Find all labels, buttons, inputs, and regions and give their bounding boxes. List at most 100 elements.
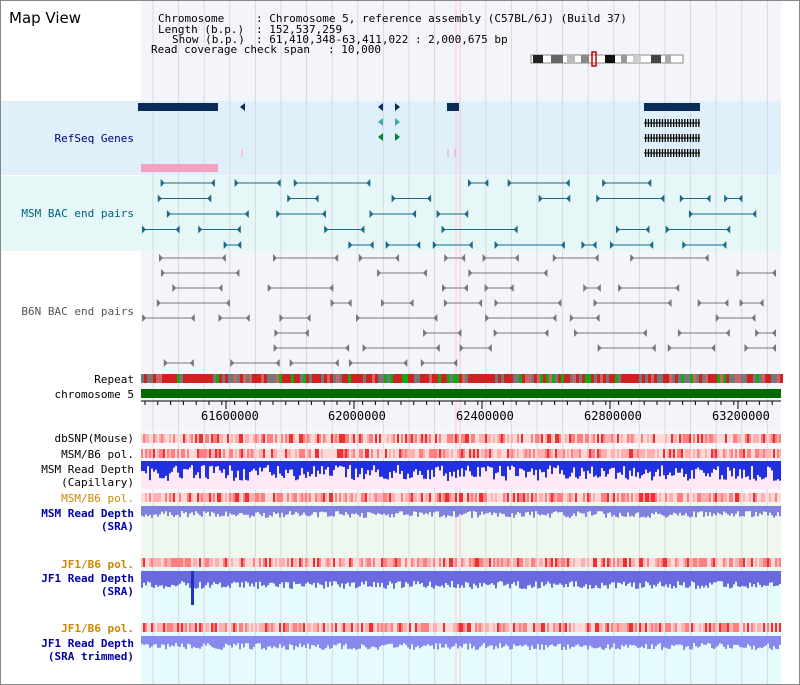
heat-cell — [533, 449, 535, 458]
jf1-b6-pol-label[interactable]: JF1/B6 pol. — [61, 558, 134, 571]
heat-cell — [307, 449, 309, 458]
depth-bar — [273, 506, 275, 513]
depth-bar — [303, 506, 305, 513]
jf1-b6-pol-label-2[interactable]: JF1/B6 pol. — [61, 622, 134, 635]
depth-bar — [575, 506, 577, 517]
depth-bar — [569, 461, 571, 477]
dbsnp-label[interactable]: dbSNP(Mouse) — [54, 432, 134, 445]
heat-cell — [503, 449, 505, 458]
heat-cell — [527, 623, 529, 632]
msm-b6-pol-label-2[interactable]: MSM/B6 pol. — [61, 492, 134, 505]
heat-cell — [277, 493, 279, 502]
depth-bar — [701, 636, 703, 644]
heat-cell — [507, 434, 509, 443]
heat-cell — [433, 558, 435, 567]
heat-cell — [371, 493, 373, 502]
depth-bar — [425, 506, 427, 514]
depth-bar — [587, 571, 589, 589]
depth-bar — [467, 461, 469, 466]
depth-bar — [643, 506, 645, 517]
heat-cell — [639, 493, 641, 502]
chromosome-ideogram[interactable] — [531, 54, 683, 64]
gene-exon — [670, 149, 672, 157]
depth-bar — [351, 571, 353, 583]
heat-cell — [551, 493, 553, 502]
depth-bar — [163, 506, 165, 514]
heat-cell — [699, 493, 701, 502]
depth-bar — [289, 571, 291, 589]
heat-cell — [211, 493, 213, 502]
bac-end — [385, 241, 390, 249]
jf1-read-depth-sra-label[interactable]: JF1 Read Depth — [41, 572, 134, 585]
heat-cell — [209, 558, 211, 567]
depth-bar — [531, 506, 533, 512]
heat-cell — [259, 449, 261, 458]
heat-cell — [763, 623, 765, 632]
depth-bar — [213, 506, 215, 514]
heat-cell — [669, 449, 671, 458]
heat-cell — [707, 434, 709, 443]
msm-b6-pol-label[interactable]: MSM/B6 pol. — [61, 448, 134, 461]
heat-cell — [425, 558, 427, 567]
heat-cell — [367, 623, 369, 632]
heat-cell — [589, 434, 591, 443]
heat-cell — [693, 558, 695, 567]
depth-bar — [753, 636, 755, 646]
repeat-segment — [390, 374, 393, 383]
depth-bar — [409, 461, 411, 479]
depth-bar — [359, 461, 361, 475]
heat-cell — [677, 434, 679, 443]
depth-bar — [269, 636, 271, 647]
b6n-bac-label[interactable]: B6N BAC end pairs — [21, 305, 134, 318]
depth-bar — [173, 506, 175, 517]
heat-cell — [701, 558, 703, 567]
heat-cell — [679, 623, 681, 632]
depth-bar — [223, 461, 225, 470]
heat-cell — [309, 449, 311, 458]
depth-bar — [631, 636, 633, 646]
depth-bar — [205, 506, 207, 514]
msm-bac-label[interactable]: MSM BAC end pairs — [21, 207, 134, 220]
depth-bar — [439, 506, 441, 518]
ideogram-band — [621, 55, 627, 63]
heat-cell — [679, 558, 681, 567]
heat-cell — [519, 493, 521, 502]
heat-cell — [313, 623, 315, 632]
msm-read-depth-sra-label[interactable]: MSM Read Depth — [41, 507, 134, 520]
heat-cell — [171, 558, 173, 567]
gene-exon — [650, 119, 652, 127]
heat-cell — [509, 558, 511, 567]
heat-cell — [467, 558, 469, 567]
depth-bar — [769, 506, 771, 513]
refseq-genes-label[interactable]: RefSeq Genes — [54, 132, 134, 145]
heat-cell — [743, 623, 745, 632]
depth-bar — [575, 571, 577, 582]
depth-bar — [511, 461, 513, 466]
heat-cell — [571, 449, 573, 458]
msm-read-depth-cap-label[interactable]: MSM Read Depth — [41, 463, 134, 476]
depth-bar — [157, 461, 159, 474]
heat-cell — [403, 623, 405, 632]
depth-bar — [687, 636, 689, 646]
heat-cell — [659, 449, 661, 458]
bac-end — [704, 254, 709, 262]
depth-bar — [635, 571, 637, 589]
heat-cell — [665, 449, 667, 458]
heat-cell — [359, 623, 361, 632]
depth-bar — [757, 636, 759, 649]
jf1-read-depth-trim-label[interactable]: JF1 Read Depth — [41, 637, 134, 650]
heat-cell — [493, 434, 495, 443]
depth-bar — [663, 506, 665, 516]
heat-cell — [733, 623, 735, 632]
heat-cell — [539, 434, 541, 443]
bac-end — [358, 254, 363, 262]
gene-exon — [678, 119, 680, 127]
heat-cell — [629, 623, 631, 632]
depth-bar — [497, 636, 499, 649]
heat-cell — [339, 493, 341, 502]
heat-cell — [241, 493, 243, 502]
heat-cell — [555, 558, 557, 567]
heat-cell — [727, 623, 729, 632]
depth-bar — [441, 636, 443, 648]
